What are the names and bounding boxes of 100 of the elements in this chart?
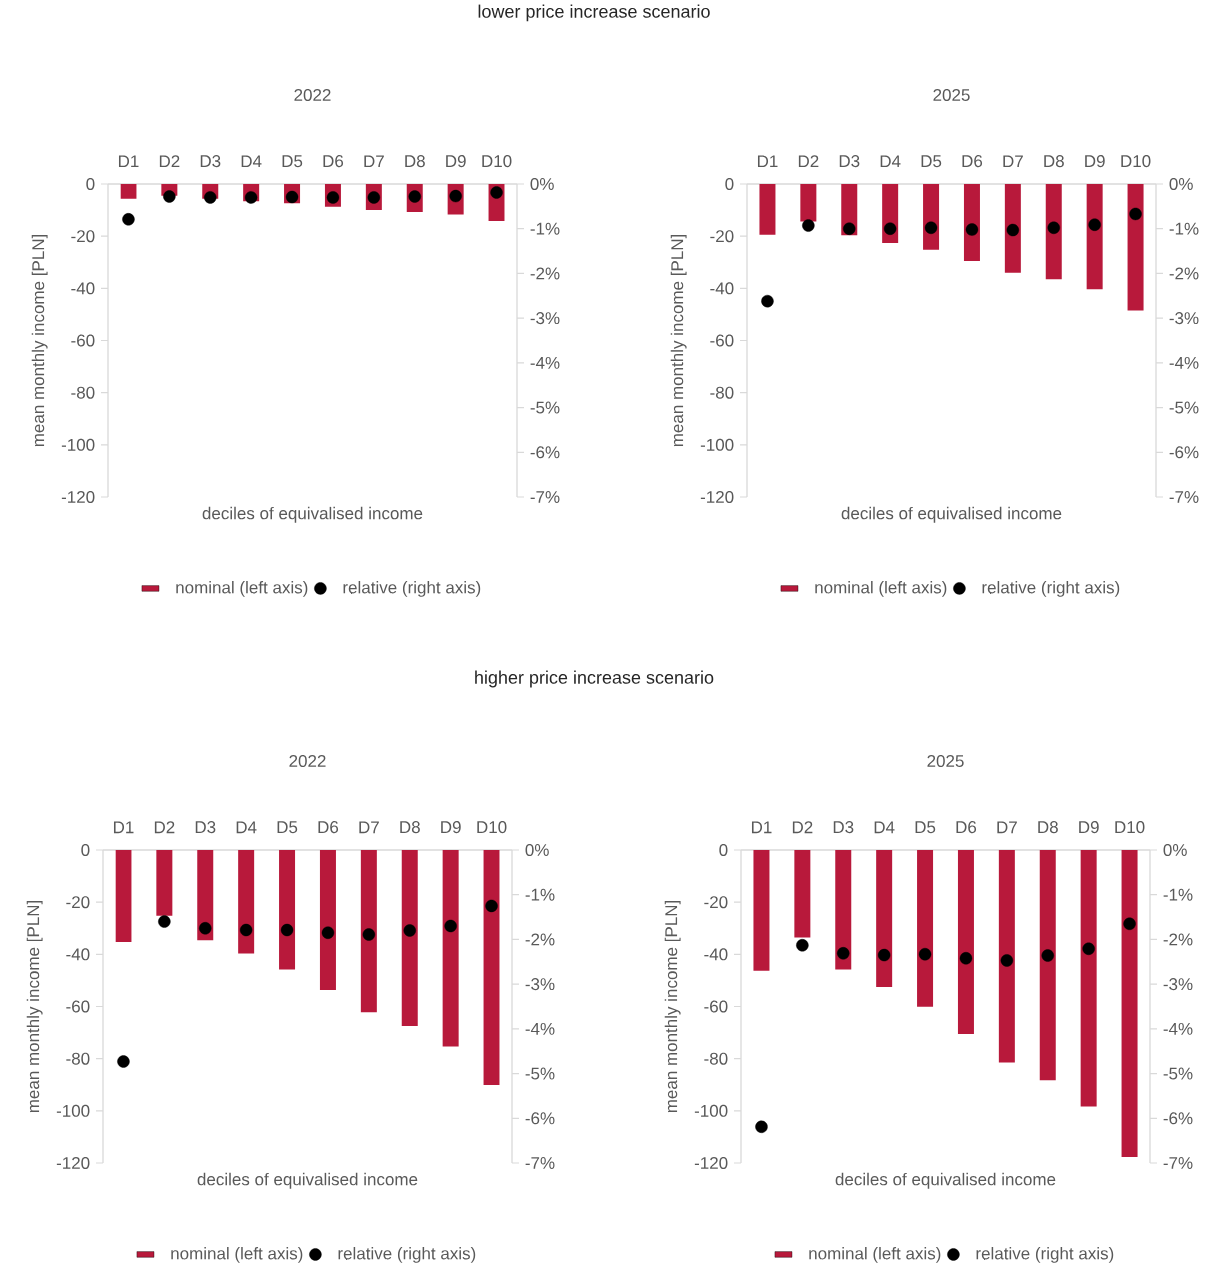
- y2-tick-label: -3%: [1163, 978, 1193, 991]
- y-tick-label: -80: [704, 1052, 728, 1065]
- text: lower price increase scenario: [478, 4, 710, 22]
- x-tick-label: D9: [441, 821, 461, 834]
- y-tick-label: -20: [66, 896, 90, 909]
- y-tick-label: -80: [71, 386, 95, 399]
- y-tick-label: -80: [66, 1052, 90, 1065]
- y2-tick-label: 0%: [530, 177, 554, 191]
- y2-tick-label: -2%: [1163, 933, 1193, 946]
- point: [877, 948, 891, 962]
- y2-tick-label: -5%: [525, 1067, 555, 1080]
- y2-tick-label: -4%: [530, 356, 560, 369]
- point: [163, 190, 176, 203]
- point: [924, 221, 938, 235]
- y-tick-label: -80: [710, 386, 734, 399]
- x-tick-label: D8: [1044, 155, 1064, 168]
- y-tick-label: -100: [61, 438, 95, 451]
- x-tick-label: D1: [751, 821, 772, 834]
- y2-tick-label: -7%: [525, 1157, 555, 1169]
- x-tick-label: D4: [874, 821, 895, 834]
- x-tick-label: D6: [323, 155, 344, 168]
- x-tick-label: D9: [446, 155, 466, 168]
- x-tick-label: D7: [364, 155, 384, 168]
- y2-tick-label: -1%: [530, 222, 560, 235]
- point: [1006, 223, 1020, 237]
- y2-tick-label: -3%: [525, 978, 555, 991]
- y2-tick-label: -4%: [1163, 1022, 1193, 1035]
- x-tick-label: D7: [997, 821, 1017, 834]
- point: [239, 923, 253, 937]
- y2-tick-label: 0%: [1169, 177, 1193, 191]
- y-tick-label: -120: [694, 1156, 728, 1170]
- point: [444, 919, 457, 933]
- x-tick-label: D3: [833, 821, 854, 834]
- x-tick-label: D8: [400, 821, 420, 834]
- x-tick-label: D2: [154, 821, 175, 834]
- y-tick-label: -60: [710, 334, 734, 347]
- y-tick-label: -60: [71, 334, 95, 347]
- x-tick-label: D5: [277, 821, 298, 834]
- y2-tick-label: -3%: [1169, 312, 1199, 325]
- point: [280, 923, 294, 937]
- x-tick-label: D6: [962, 155, 983, 168]
- point: [918, 947, 932, 961]
- y-tick-label: 0: [86, 177, 95, 191]
- chart-subtitle: 2022: [294, 88, 331, 102]
- y-tick-label: 0: [719, 843, 728, 857]
- point: [122, 213, 135, 226]
- point: [158, 915, 171, 928]
- y2-tick-label: -4%: [525, 1022, 555, 1035]
- x-tick-label: D5: [921, 155, 942, 168]
- x-tick-label: D3: [195, 821, 216, 834]
- point: [1129, 207, 1142, 221]
- x-axis-title: deciles of equivalised income: [841, 506, 1062, 523]
- y-axis-title: mean monthly income [PLN]: [664, 900, 681, 1113]
- y2-tick-label: -5%: [530, 401, 560, 414]
- x-tick-label: D3: [200, 155, 221, 168]
- y-tick-label: -20: [704, 896, 728, 909]
- y-tick-label: -40: [704, 948, 728, 961]
- x-tick-label: D5: [282, 155, 303, 168]
- y2-tick-label: -2%: [525, 933, 555, 946]
- point: [1082, 942, 1095, 956]
- y-tick-label: -40: [710, 282, 734, 295]
- x-tick-label: D4: [241, 155, 262, 168]
- legend-label: nominal (left axis): [815, 581, 947, 597]
- y2-tick-label: -5%: [1169, 401, 1199, 414]
- x-tick-label: D4: [880, 155, 901, 168]
- x-tick-label: D6: [318, 821, 339, 834]
- y-axis-title: mean monthly income [PLN]: [670, 234, 687, 447]
- x-tick-label: D9: [1085, 155, 1105, 168]
- point: [1088, 218, 1101, 231]
- x-tick-label: D10: [1121, 155, 1151, 168]
- x-tick-label: D6: [956, 821, 977, 834]
- point: [117, 1055, 130, 1068]
- chart-subtitle: 2022: [289, 754, 326, 768]
- point: [204, 191, 217, 204]
- y2-tick-label: -6%: [1169, 446, 1199, 459]
- y-tick-label: -40: [71, 282, 95, 295]
- y2-tick-label: -6%: [1163, 1112, 1193, 1125]
- x-tick-label: D1: [118, 155, 139, 168]
- x-tick-label: D2: [792, 821, 813, 834]
- legend-label: relative (right axis): [982, 581, 1120, 597]
- y-tick-label: -20: [710, 230, 734, 243]
- y2-tick-label: -2%: [530, 267, 560, 280]
- point: [883, 222, 897, 235]
- x-tick-label: D10: [482, 155, 512, 168]
- legend-label: nominal (left axis): [176, 581, 308, 597]
- y2-tick-label: -4%: [1169, 356, 1199, 369]
- x-tick-label: D1: [113, 821, 134, 834]
- y2-tick-label: -6%: [525, 1112, 555, 1125]
- legend-label: nominal (left axis): [171, 1247, 303, 1263]
- point: [1047, 221, 1060, 235]
- y2-tick-label: 0%: [525, 843, 549, 857]
- x-tick-label: D8: [1038, 821, 1058, 834]
- x-tick-label: D3: [839, 155, 860, 168]
- point: [802, 219, 815, 232]
- chart-subtitle: 2025: [927, 754, 964, 768]
- x-axis-title: deciles of equivalised income: [202, 506, 423, 523]
- y-tick-label: -20: [71, 230, 95, 243]
- y2-tick-label: -1%: [1163, 888, 1193, 901]
- x-tick-label: D1: [757, 155, 778, 168]
- y-axis-title: mean monthly income [PLN]: [31, 234, 48, 447]
